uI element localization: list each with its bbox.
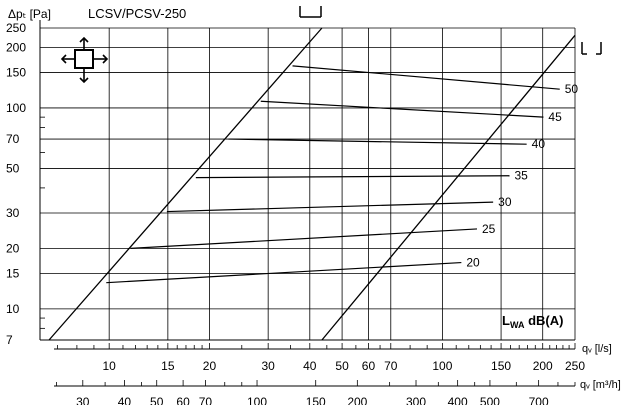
sound-line-label: 20: [466, 256, 480, 270]
x-tick-label-m3h: 200: [347, 395, 367, 405]
x-axis-m3h: 30 40 50 60 70 100 150 200 300 400 500 700: [54, 380, 576, 405]
y-tick-marks: [40, 116, 45, 329]
y-tick-label: 15: [6, 266, 20, 280]
x-tick-label-ls: 15: [161, 359, 175, 373]
x-tick-label-m3h: 150: [306, 395, 326, 405]
x-tick-label-ls: 50: [335, 359, 349, 373]
x-tick-label-m3h: 50: [150, 395, 164, 405]
y-tick-labels: 7 10 15 20 30 50 70 100 150 200 250: [6, 21, 26, 347]
damper-open-symbol-icon: [581, 42, 602, 55]
annotation-lwa: LWA dB(A): [502, 313, 563, 330]
y-tick-label: 70: [6, 132, 20, 146]
x-tick-label-m3h: 100: [247, 395, 267, 405]
y-tick-label: 150: [6, 66, 26, 80]
y-tick-label: 200: [6, 40, 26, 54]
sound-line-20: [106, 261, 462, 284]
sound-line-45: [260, 100, 544, 118]
x-tick-label-ls: 10: [102, 359, 116, 373]
x-tick-label-m3h: 40: [118, 395, 132, 405]
x-tick-label-ls: 150: [491, 359, 511, 373]
y-axis-label: Δpₜ [Pa]: [8, 7, 51, 21]
damper-closed-symbol-icon: [299, 6, 322, 18]
grid: [39, 20, 576, 341]
sound-line-label: 30: [498, 195, 512, 209]
sound-line-50: [292, 65, 560, 90]
x-tick-label-m3h: 60: [176, 395, 190, 405]
y-tick-label: 10: [6, 302, 20, 316]
x-tick-label-ls: 100: [432, 359, 452, 373]
sound-line-40: [228, 138, 527, 145]
x-tick-label-m3h: 500: [480, 395, 500, 405]
sound-line-25: [130, 228, 478, 249]
y-tick-label: 30: [6, 206, 20, 220]
y-tick-label: 100: [6, 101, 26, 115]
x-tick-label-m3h: 30: [76, 395, 90, 405]
sound-line-35: [195, 175, 510, 179]
x-tick-label-m3h: 400: [448, 395, 468, 405]
chart-title: LCSV/PCSV-250: [88, 6, 186, 21]
x-tick-label-m3h: 700: [529, 395, 549, 405]
y-tick-label: 250: [6, 21, 26, 35]
x-tick-label-m3h: 300: [406, 395, 426, 405]
sound-line-30: [166, 201, 494, 213]
sound-line-label: 45: [548, 110, 562, 124]
x-axis-ls: 10 15 20 30 40 50 60 70 100 150 200 250: [54, 343, 585, 373]
boundary-line-damper-open: [321, 34, 576, 341]
x-axis-label-ls: qᵥ [l/s]: [582, 343, 612, 355]
y-tick-label: 7: [6, 333, 13, 347]
x-axis-label-m3h: qᵥ [m³/h]: [580, 379, 621, 391]
x-tick-label-ls: 20: [203, 359, 217, 373]
y-tick-label: 50: [6, 161, 20, 175]
boundary-line-damper-closed: [48, 27, 323, 341]
x-tick-label-ls: 250: [565, 359, 585, 373]
x-tick-label-m3h: 70: [199, 395, 213, 405]
sound-line-label: 50: [565, 82, 579, 96]
four-direction-arrows-icon: [60, 36, 109, 84]
x-tick-label-ls: 70: [384, 359, 398, 373]
x-tick-label-ls: 200: [533, 359, 553, 373]
sound-line-label: 25: [482, 222, 496, 236]
x-tick-label-ls: 30: [261, 359, 275, 373]
sound-line-label: 40: [532, 137, 546, 151]
x-tick-label-ls: 60: [362, 359, 376, 373]
x-tick-label-ls: 40: [303, 359, 317, 373]
y-tick-label: 20: [6, 241, 20, 255]
sound-line-label: 35: [515, 169, 529, 183]
